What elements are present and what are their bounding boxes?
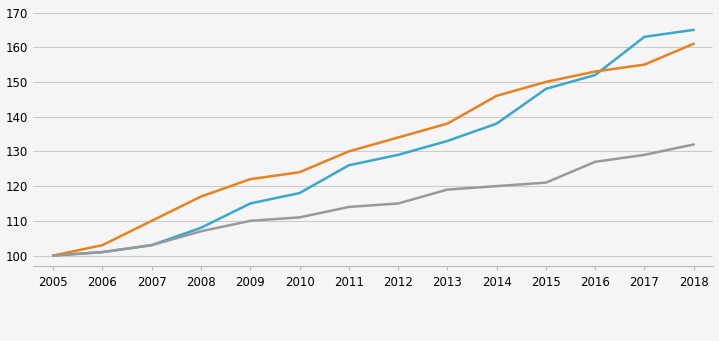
Pris på juridiske tjenester (640, 35, 649, 39)
G (246, 177, 255, 181)
G (296, 170, 304, 174)
Inflasjon (49, 253, 58, 257)
Inflasjon (690, 143, 698, 147)
Inflasjon (344, 205, 353, 209)
Inflasjon (541, 181, 550, 185)
Inflasjon (296, 215, 304, 219)
G (541, 80, 550, 84)
Pris på juridiske tjenester (246, 202, 255, 206)
Inflasjon (197, 229, 206, 233)
G (344, 149, 353, 153)
Pris på juridiske tjenester (493, 122, 501, 126)
G (690, 42, 698, 46)
Pris på juridiske tjenester (197, 226, 206, 230)
Inflasjon (246, 219, 255, 223)
Line: G: G (53, 44, 694, 255)
Pris på juridiske tjenester (591, 73, 600, 77)
Inflasjon (640, 153, 649, 157)
Pris på juridiske tjenester (147, 243, 156, 247)
Pris på juridiske tjenester (344, 163, 353, 167)
Inflasjon (394, 202, 403, 206)
Line: Inflasjon: Inflasjon (53, 145, 694, 255)
Pris på juridiske tjenester (394, 153, 403, 157)
G (147, 219, 156, 223)
Pris på juridiske tjenester (49, 253, 58, 257)
Pris på juridiske tjenester (443, 139, 452, 143)
G (591, 70, 600, 74)
G (49, 253, 58, 257)
Pris på juridiske tjenester (296, 191, 304, 195)
Inflasjon (443, 188, 452, 192)
Pris på juridiske tjenester (99, 250, 107, 254)
Legend: Pris på juridiske tjenester, G, Inflasjon: Pris på juridiske tjenester, G, Inflasjo… (187, 337, 560, 341)
Inflasjon (591, 160, 600, 164)
Pris på juridiske tjenester (690, 28, 698, 32)
Inflasjon (147, 243, 156, 247)
G (394, 135, 403, 139)
G (99, 243, 107, 247)
Inflasjon (99, 250, 107, 254)
Inflasjon (493, 184, 501, 188)
G (197, 194, 206, 198)
Line: Pris på juridiske tjenester: Pris på juridiske tjenester (53, 30, 694, 255)
G (493, 94, 501, 98)
G (443, 122, 452, 126)
Pris på juridiske tjenester (541, 87, 550, 91)
G (640, 62, 649, 66)
